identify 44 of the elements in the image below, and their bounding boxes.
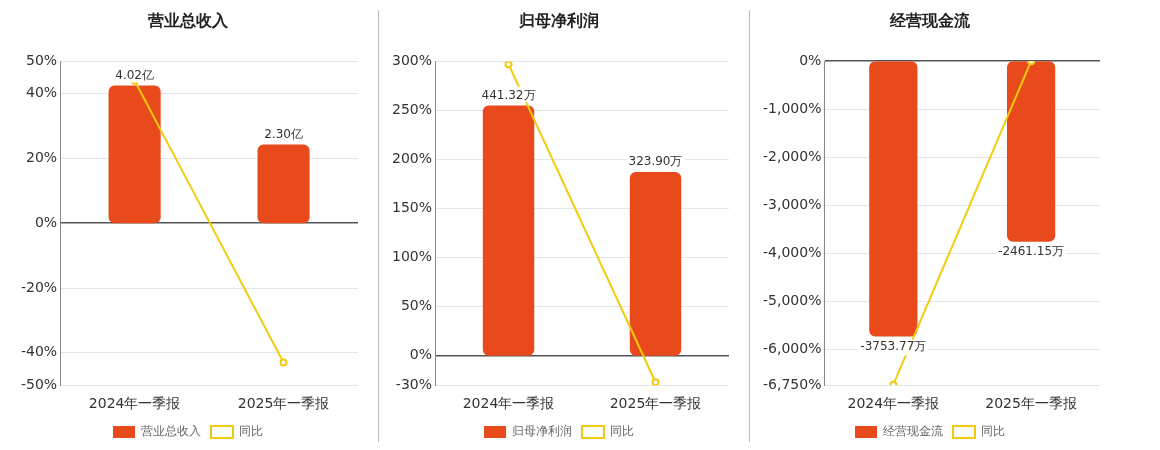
data-label: 4.02亿 [115, 67, 154, 82]
y-tick-label: -30% [395, 375, 433, 392]
y-tick-label: 0% [799, 51, 822, 68]
data-label: 441.32万 [481, 87, 536, 102]
legend-label: 同比 [981, 424, 1005, 439]
legend-label: 同比 [610, 424, 634, 439]
y-tick-label: 50% [400, 297, 433, 314]
data-label: 323.90万 [628, 154, 683, 169]
x-tick-label: 2024年一季报 [462, 395, 555, 412]
y-tick-label: 0% [34, 213, 58, 230]
y-tick-label: 20% [26, 149, 58, 166]
y-tick-label: 0% [409, 346, 433, 363]
y-tick-label: 250% [391, 100, 433, 117]
x-tick-label: 2024年一季报 [88, 395, 181, 412]
chart-title: 营业总收入 [147, 10, 229, 30]
chart-title: 经营现金流 [889, 10, 971, 30]
y-tick-label: -20% [21, 278, 58, 295]
y-tick-label: -6,000% [763, 339, 822, 356]
y-tick-label: -4,000% [763, 243, 822, 260]
y-tick-label: -1,000% [763, 99, 822, 116]
x-tick-label: 2025年一季报 [237, 395, 330, 412]
x-tick-label: 2025年一季报 [609, 395, 702, 412]
legend-label: 归母净利润 [512, 424, 572, 439]
x-tick-label: 2025年一季报 [985, 395, 1077, 412]
y-tick-label: 50% [26, 51, 58, 68]
data-label: 2.30亿 [264, 126, 303, 141]
x-tick-label: 2024年一季报 [847, 395, 940, 412]
chart-title: 归母净利润 [518, 10, 599, 30]
y-tick-label: -6,750% [763, 375, 822, 392]
legend-label: 经营现金流 [883, 424, 943, 439]
legend-label: 营业总收入 [141, 424, 201, 439]
y-tick-label: 100% [391, 248, 433, 265]
y-tick-label: 200% [391, 150, 433, 167]
y-tick-label: -3,000% [763, 195, 822, 212]
data-label: -2461.15万 [998, 243, 1065, 258]
legend-label: 同比 [239, 424, 263, 439]
data-label: -3753.77万 [860, 338, 927, 353]
y-tick-label: -2,000% [763, 147, 822, 164]
y-tick-label: 300% [391, 51, 433, 68]
y-tick-label: -40% [21, 343, 58, 360]
y-tick-label: -50% [21, 375, 58, 392]
y-tick-label: 150% [391, 199, 433, 216]
y-tick-label: 40% [26, 84, 58, 101]
y-tick-label: -5,000% [763, 291, 822, 308]
